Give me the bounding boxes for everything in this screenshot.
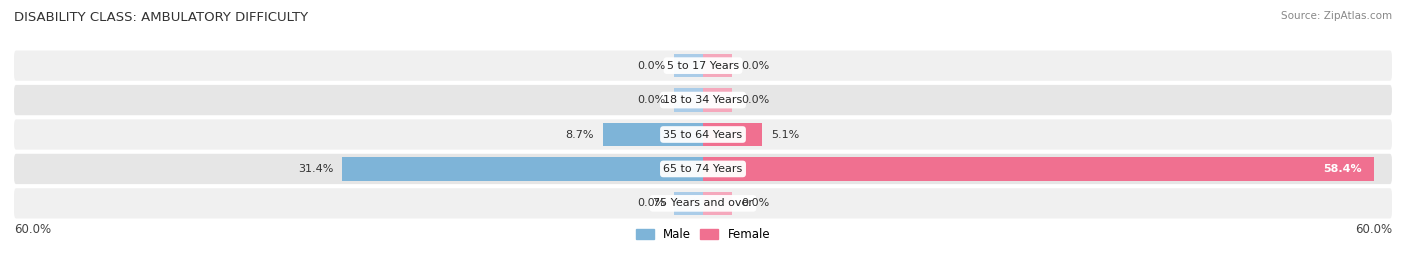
Bar: [703, 157, 1374, 181]
Text: 5 to 17 Years: 5 to 17 Years: [666, 61, 740, 71]
Bar: [343, 157, 703, 181]
Bar: [603, 123, 703, 146]
Text: 18 to 34 Years: 18 to 34 Years: [664, 95, 742, 105]
Text: 58.4%: 58.4%: [1323, 164, 1362, 174]
Text: 75 Years and over: 75 Years and over: [652, 198, 754, 208]
Text: 60.0%: 60.0%: [1355, 223, 1392, 236]
Legend: Male, Female: Male, Female: [631, 223, 775, 246]
Bar: [703, 54, 731, 77]
FancyBboxPatch shape: [14, 154, 1392, 184]
Bar: [703, 192, 731, 215]
Text: 35 to 64 Years: 35 to 64 Years: [664, 129, 742, 140]
FancyBboxPatch shape: [14, 188, 1392, 218]
Text: 60.0%: 60.0%: [14, 223, 51, 236]
Bar: [675, 192, 703, 215]
Bar: [703, 88, 731, 112]
Bar: [703, 123, 762, 146]
FancyBboxPatch shape: [14, 119, 1392, 150]
Text: 65 to 74 Years: 65 to 74 Years: [664, 164, 742, 174]
Text: 5.1%: 5.1%: [770, 129, 799, 140]
Text: 0.0%: 0.0%: [637, 61, 665, 71]
Text: 0.0%: 0.0%: [637, 95, 665, 105]
Text: 0.0%: 0.0%: [741, 95, 769, 105]
Text: 31.4%: 31.4%: [298, 164, 333, 174]
Text: 8.7%: 8.7%: [565, 129, 593, 140]
Text: 0.0%: 0.0%: [741, 61, 769, 71]
Text: 0.0%: 0.0%: [637, 198, 665, 208]
Bar: [675, 88, 703, 112]
Text: 0.0%: 0.0%: [741, 198, 769, 208]
Text: Source: ZipAtlas.com: Source: ZipAtlas.com: [1281, 11, 1392, 21]
Text: DISABILITY CLASS: AMBULATORY DIFFICULTY: DISABILITY CLASS: AMBULATORY DIFFICULTY: [14, 11, 308, 24]
FancyBboxPatch shape: [14, 51, 1392, 81]
FancyBboxPatch shape: [14, 85, 1392, 115]
Bar: [675, 54, 703, 77]
